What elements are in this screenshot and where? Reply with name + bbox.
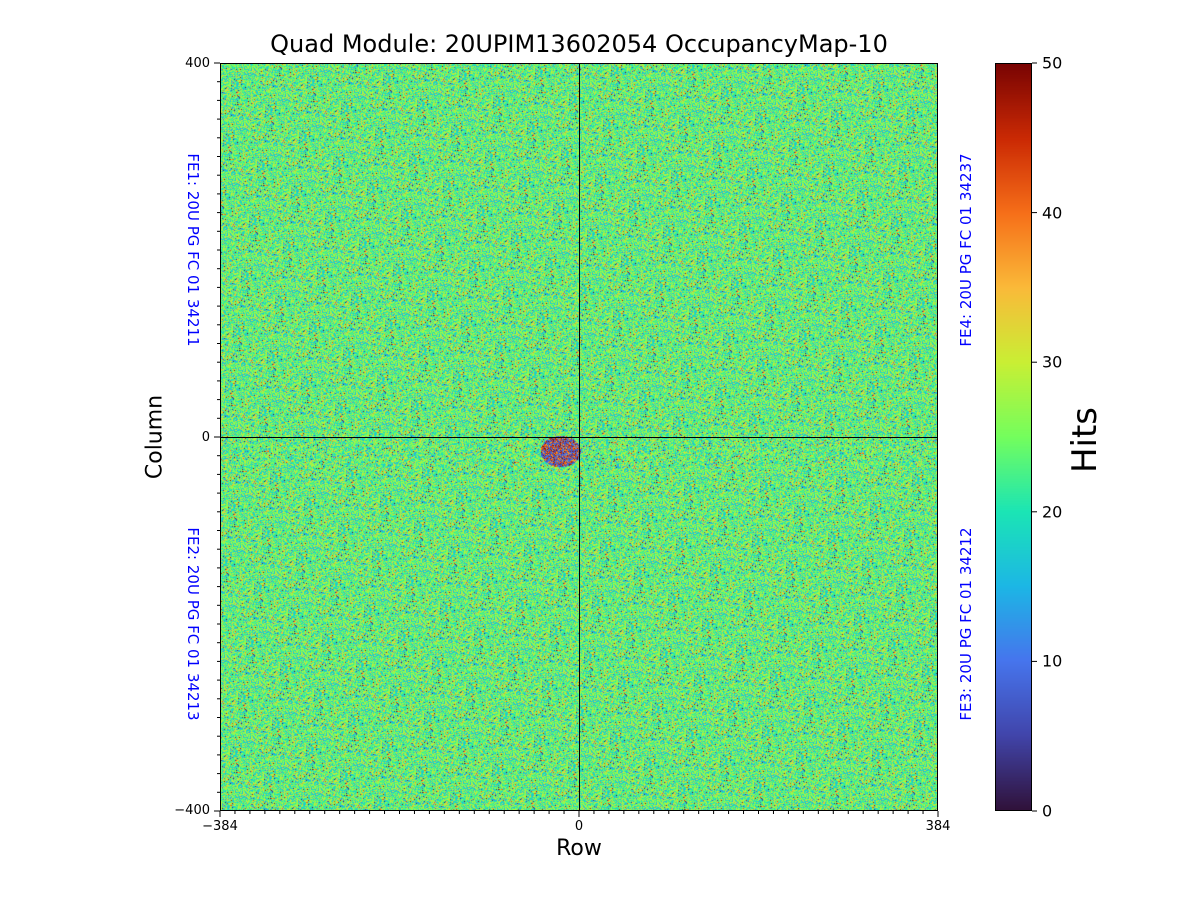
x-tick-label-left: −384 bbox=[202, 819, 238, 834]
x-axis-label: Row bbox=[556, 836, 602, 861]
chip-label-fe4: FE4: 20U PG FC 01 34237 bbox=[957, 153, 975, 347]
x-tick-label-right: 384 bbox=[925, 819, 951, 834]
colorbar-tick-0: 0 bbox=[1042, 801, 1053, 821]
chip-label-fe2: FE2: 20U PG FC 01 34213 bbox=[184, 527, 202, 721]
chip-label-fe3: FE3: 20U PG FC 01 34212 bbox=[957, 527, 975, 721]
colorbar bbox=[995, 63, 1032, 811]
chart-title: Quad Module: 20UPIM13602054 OccupancyMap… bbox=[270, 30, 888, 58]
colorbar-tick-50: 50 bbox=[1042, 53, 1063, 73]
y-tick-label-zero: 0 bbox=[201, 430, 210, 445]
colorbar-title: Hits bbox=[1065, 406, 1105, 474]
y-tick-label-top: 400 bbox=[185, 56, 210, 71]
chip-label-fe1: FE1: 20U PG FC 01 34211 bbox=[184, 153, 202, 347]
x-tick-label-zero: 0 bbox=[574, 819, 584, 834]
horizontal-divider-line bbox=[220, 437, 938, 438]
y-tick-label-bottom: −400 bbox=[174, 803, 210, 818]
y-axis-label: Column bbox=[142, 394, 168, 480]
colorbar-tick-20: 20 bbox=[1042, 502, 1063, 522]
colorbar-tick-10: 10 bbox=[1042, 651, 1063, 671]
colorbar-tick-40: 40 bbox=[1042, 203, 1063, 223]
colorbar-tick-30: 30 bbox=[1042, 352, 1063, 372]
